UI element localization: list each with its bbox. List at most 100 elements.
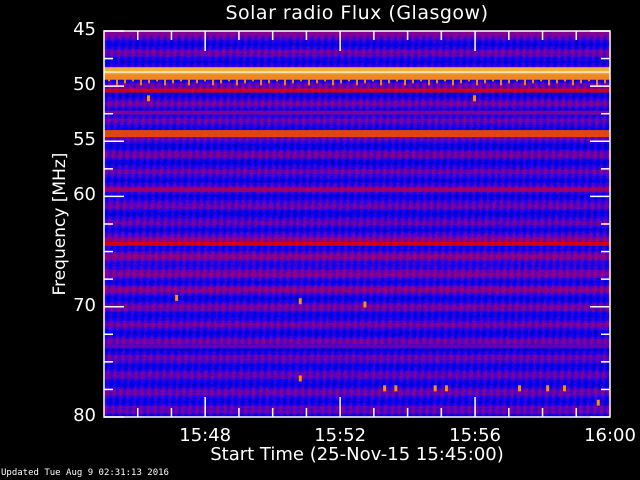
interference-spike	[444, 77, 446, 82]
y-tick-label: 60	[73, 184, 96, 206]
frequency-band	[104, 110, 610, 115]
interference-spike	[236, 77, 238, 86]
x-tick-label: 15:56	[449, 425, 501, 446]
interference-spike	[196, 77, 198, 84]
interference-spike	[220, 77, 222, 84]
frequency-band	[104, 187, 610, 192]
interference-spike	[436, 77, 438, 84]
interference-spike	[564, 77, 566, 82]
radio-burst	[175, 294, 179, 301]
radio-burst	[363, 301, 367, 308]
interference-spike	[596, 77, 598, 86]
interference-spike	[556, 77, 558, 84]
interference-spike	[604, 77, 606, 84]
interference-spike	[132, 77, 134, 82]
interference-spike	[124, 77, 126, 84]
y-tick-label: 80	[73, 405, 96, 426]
interference-spike	[356, 77, 358, 86]
x-tick-label: 15:52	[314, 425, 367, 446]
interference-spike	[308, 77, 310, 86]
x-axis-label: Start Time (25-Nov-15 15:45:00)	[210, 444, 504, 465]
frequency-band	[104, 31, 610, 36]
radio-burst	[433, 385, 437, 392]
interference-spike	[516, 77, 518, 82]
frequency-band	[104, 241, 610, 246]
radio-burst	[394, 385, 398, 392]
interference-spike	[316, 77, 318, 84]
interference-spike	[524, 77, 526, 86]
interference-spike	[428, 77, 430, 86]
interference-spike	[268, 77, 270, 84]
interference-spike	[108, 77, 110, 82]
x-tick-label: 15:48	[179, 425, 232, 446]
interference-spike	[372, 77, 374, 82]
interference-spike	[140, 77, 142, 86]
interference-spike	[364, 77, 366, 84]
x-tick-label: 16:00	[584, 425, 636, 446]
interference-spike	[324, 77, 326, 82]
y-axis-label: Frequency [MHz]	[50, 152, 70, 296]
interference-spike	[388, 77, 390, 84]
interference-spike	[212, 77, 214, 86]
radio-burst	[298, 298, 302, 305]
interference-spike	[148, 77, 150, 84]
interference-spike	[532, 77, 534, 84]
interference-spike	[380, 77, 382, 86]
interference-spike	[204, 77, 206, 82]
interference-spike	[396, 77, 398, 82]
interference-spike	[332, 77, 334, 86]
radio-burst	[518, 385, 522, 392]
interference-spike	[580, 77, 582, 84]
interference-spike	[348, 77, 350, 82]
interference-spike	[572, 77, 574, 86]
interference-spike	[588, 77, 590, 82]
frequency-band	[104, 88, 610, 93]
interference-spike	[476, 77, 478, 86]
interference-spike	[180, 77, 182, 82]
radio-burst	[444, 385, 448, 392]
interference-spike	[340, 77, 342, 84]
radio-burst	[473, 95, 477, 102]
radio-burst	[596, 399, 600, 406]
interference-spike	[548, 77, 550, 86]
interference-spike	[300, 77, 302, 82]
y-tick-label: 50	[73, 74, 96, 96]
updated-timestamp: Updated Tue Aug 9 02:31:13 2016	[1, 468, 169, 478]
y-tick-label: 45	[73, 19, 96, 40]
y-tick-label: 70	[73, 294, 96, 316]
chart-title: Solar radio Flux (Glasgow)	[225, 2, 489, 24]
interference-spike	[452, 77, 454, 86]
interference-spike	[228, 77, 230, 82]
interference-spike	[164, 77, 166, 86]
radio-burst	[146, 95, 150, 102]
interference-spike	[116, 77, 118, 86]
interference-spike	[412, 77, 414, 84]
interference-spike	[540, 77, 542, 82]
frequency-band	[104, 72, 610, 80]
spectrogram-background	[104, 31, 610, 417]
interference-spike	[252, 77, 254, 82]
frequency-band	[104, 67, 610, 75]
interference-spike	[188, 77, 190, 86]
interference-spike	[508, 77, 510, 84]
interference-spike	[292, 77, 294, 84]
interference-spike	[284, 77, 286, 86]
interference-spike	[156, 77, 158, 82]
interference-spike	[260, 77, 262, 86]
interference-spike	[500, 77, 502, 86]
interference-spike	[276, 77, 278, 82]
interference-spike	[468, 77, 470, 82]
interference-spike	[172, 77, 174, 84]
radio-burst	[383, 385, 387, 392]
interference-spike	[420, 77, 422, 82]
interference-spike	[244, 77, 246, 84]
interference-spike	[460, 77, 462, 84]
frequency-band	[104, 130, 610, 138]
interference-spike	[484, 77, 486, 84]
radio-burst	[563, 385, 567, 392]
interference-spike	[492, 77, 494, 82]
radio-burst	[298, 375, 302, 382]
interference-spike	[404, 77, 406, 86]
frequency-band	[104, 344, 610, 349]
